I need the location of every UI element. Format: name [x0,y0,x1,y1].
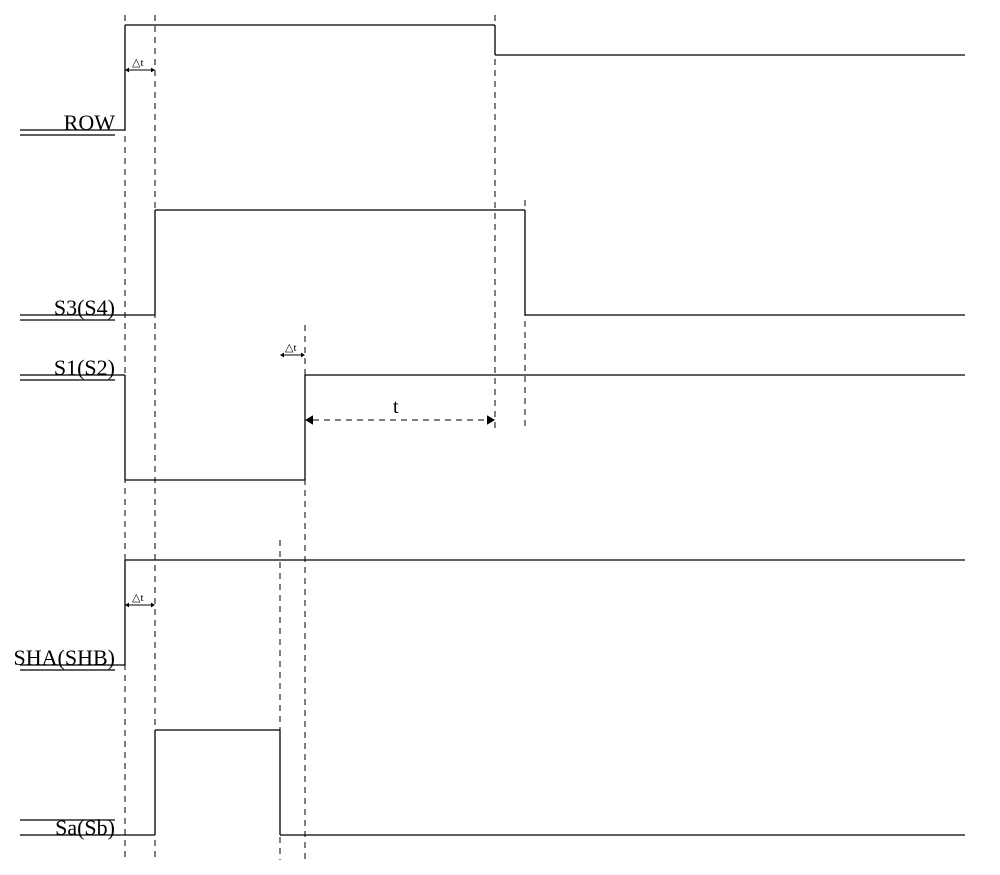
timing-diagram: ROW S3(S4) S1(S2) SHA(SHB) Sa(Sb) △t △t … [0,0,1000,875]
label-s1s2: S1(S2) [54,355,115,381]
label-shashb: SHA(SHB) [14,645,115,671]
delta-t-label-1: △t [132,56,144,69]
delta-t-label-2: △t [285,341,297,354]
t-label: t [393,396,399,419]
label-row: ROW [64,110,115,136]
timing-svg [0,0,1000,875]
label-sasb: Sa(Sb) [55,815,115,841]
delta-t-label-3: △t [132,591,144,604]
label-s3s4: S3(S4) [54,295,115,321]
